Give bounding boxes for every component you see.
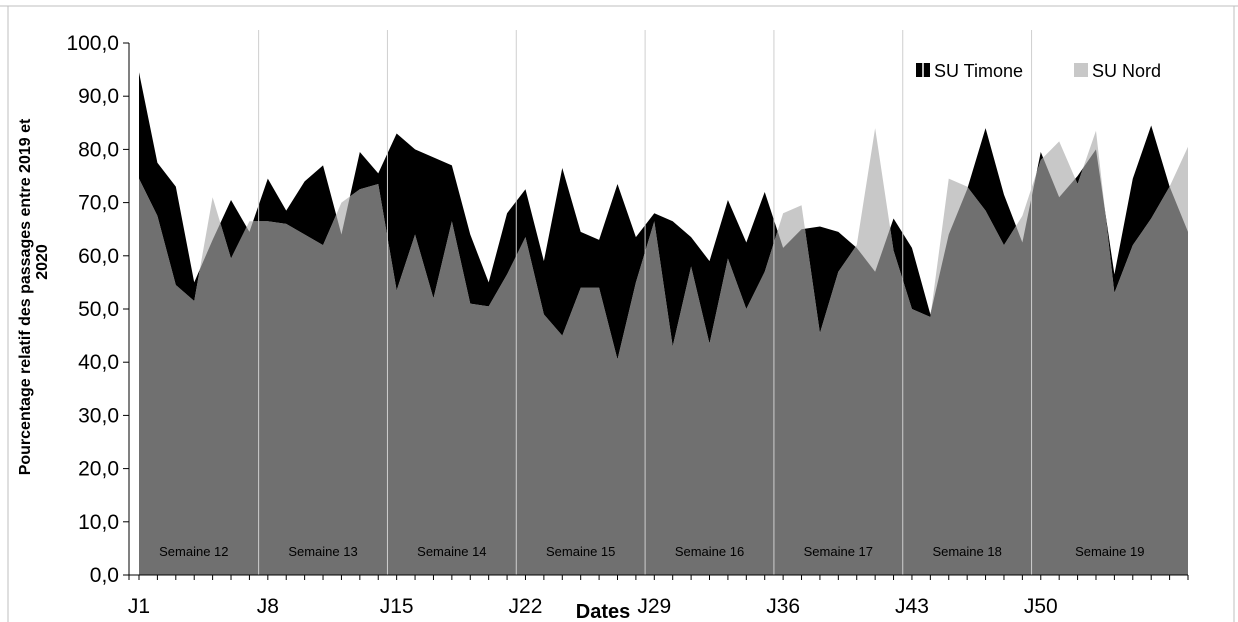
y-tick-label: 90,0 bbox=[78, 85, 119, 108]
week-label: Semaine 18 bbox=[932, 544, 1001, 559]
y-tick-label: 20,0 bbox=[78, 458, 119, 481]
y-tick-label: 30,0 bbox=[78, 404, 119, 427]
week-label: Semaine 12 bbox=[159, 544, 228, 559]
legend: SU Timone SU Nord bbox=[916, 61, 1161, 81]
week-label: Semaine 13 bbox=[288, 544, 357, 559]
x-tick-label: J1 bbox=[128, 595, 150, 618]
y-tick-label: 10,0 bbox=[78, 511, 119, 534]
legend-label-timone: SU Timone bbox=[934, 61, 1023, 81]
week-label: Semaine 14 bbox=[417, 544, 486, 559]
week-label: Semaine 15 bbox=[546, 544, 615, 559]
x-tick-label: J36 bbox=[766, 595, 800, 618]
y-tick-label: 70,0 bbox=[78, 192, 119, 215]
y-tick-label: 80,0 bbox=[78, 138, 119, 161]
x-tick-label: J22 bbox=[509, 595, 543, 618]
y-tick-label: 60,0 bbox=[78, 245, 119, 268]
x-axis: J1 J8 J15 J22 J29 J36 J43 J50 bbox=[128, 574, 1189, 618]
x-tick-label: J15 bbox=[380, 595, 414, 618]
y-tick-label: 0,0 bbox=[90, 564, 119, 587]
legend-swatch-nord bbox=[1074, 63, 1088, 77]
x-tick-label: J43 bbox=[895, 595, 929, 618]
week-label: Semaine 16 bbox=[675, 544, 744, 559]
x-tick-label: J50 bbox=[1024, 595, 1058, 618]
y-axis-title: Pourcentage relatif des passages entre 2… bbox=[17, 118, 34, 475]
week-label: Semaine 19 bbox=[1075, 544, 1144, 559]
y-axis-title-line2: 2020 bbox=[34, 244, 51, 280]
x-axis-title: Dates bbox=[576, 601, 630, 622]
y-axis: 0,0 10,0 20,0 30,0 40,0 50,0 60,0 70,0 80,0 90,0 1… bbox=[66, 32, 130, 587]
legend-label-nord: SU Nord bbox=[1092, 61, 1161, 81]
x-tick-label: J29 bbox=[637, 595, 671, 618]
y-tick-label: 40,0 bbox=[78, 351, 119, 374]
x-tick-label: J8 bbox=[257, 595, 279, 618]
y-tick-label: 100,0 bbox=[66, 32, 119, 55]
week-label: Semaine 17 bbox=[804, 544, 873, 559]
plot-area: Semaine 12 Semaine 13 Semaine 14 Semaine 15… bbox=[139, 30, 1188, 575]
series-overlap-area bbox=[139, 128, 1188, 575]
y-tick-label: 50,0 bbox=[78, 298, 119, 321]
